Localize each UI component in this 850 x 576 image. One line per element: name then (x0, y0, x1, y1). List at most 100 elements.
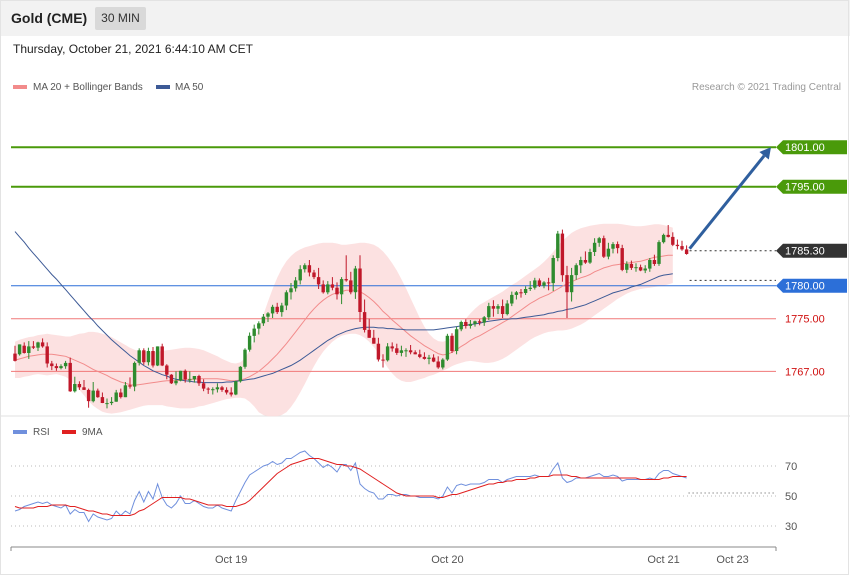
candle-body (270, 306, 275, 314)
candle-body (579, 260, 583, 266)
level-tag (776, 243, 847, 258)
candle-body (119, 392, 123, 398)
candle (671, 232, 675, 247)
candle (638, 264, 643, 272)
candle (266, 312, 270, 322)
candle-body (431, 357, 436, 362)
candle (358, 255, 362, 322)
candle-body (132, 362, 137, 387)
candle-body (418, 354, 422, 357)
candle (91, 382, 95, 403)
candle-body (528, 287, 532, 289)
time-axis-ticks: Oct 19 Oct 20 Oct 21 Oct 23 (10, 547, 777, 566)
candle-body (358, 268, 362, 312)
candle (188, 371, 192, 383)
rsi-panel: 70 50 30 (11, 450, 797, 533)
candle (252, 324, 256, 343)
candle (496, 304, 500, 314)
candle (620, 244, 624, 272)
ma50-legend-label: MA 50 (175, 82, 204, 93)
candle-body (523, 289, 528, 293)
candle-body (588, 252, 592, 263)
rsi-ma-line (14, 458, 687, 516)
candle (395, 343, 399, 355)
candle-body (661, 234, 666, 243)
candle-body (293, 280, 298, 289)
time-tick-label: Oct 23 (716, 554, 748, 566)
candle (464, 319, 468, 329)
candle (592, 238, 597, 256)
candle (468, 320, 473, 329)
candle (625, 261, 629, 274)
candle-body (312, 272, 316, 278)
candle (307, 260, 312, 277)
candle-body (344, 279, 348, 281)
candle (533, 277, 537, 290)
candle (441, 358, 445, 370)
candle-body (657, 242, 661, 264)
candle (648, 258, 652, 272)
candle-body (666, 234, 670, 237)
candle-body (63, 362, 68, 367)
candle-body (73, 384, 77, 392)
candle-body (459, 322, 463, 330)
level-label: 1801.00 (785, 142, 825, 154)
candle (335, 282, 339, 300)
time-tick-label: Oct 19 (215, 554, 247, 566)
candle-body (96, 390, 100, 398)
candle-body (546, 282, 551, 284)
candle-body (602, 238, 606, 257)
candle (45, 342, 49, 368)
candle-body (505, 303, 509, 315)
bollinger-band-fill (15, 223, 673, 417)
candle-body (197, 376, 201, 384)
timeframe-button[interactable]: 30 MIN (95, 7, 146, 30)
candle (579, 256, 583, 274)
candle (270, 304, 275, 318)
candle-body (335, 287, 339, 295)
candle (675, 239, 680, 250)
candle-body (50, 363, 54, 367)
candle (86, 388, 91, 408)
candle (40, 338, 45, 348)
candle (519, 289, 523, 298)
candle (192, 376, 197, 383)
candle (666, 225, 670, 238)
candle (257, 321, 261, 335)
candle-body (123, 385, 128, 398)
candle-body (684, 249, 689, 254)
candle-body (491, 306, 496, 309)
candle (220, 385, 224, 392)
candle-body (611, 244, 615, 249)
candle (82, 380, 86, 390)
candle-body (91, 390, 95, 402)
candle (119, 388, 123, 399)
candle (404, 348, 408, 357)
candle (63, 360, 68, 369)
candle-body (500, 306, 505, 314)
candle-body (381, 359, 385, 361)
level-label: 1780.00 (785, 281, 825, 293)
candle-body (643, 268, 647, 271)
candle-body (376, 343, 381, 360)
candle (215, 383, 220, 393)
level-label: 1795.00 (785, 182, 825, 194)
candle-body (146, 351, 151, 363)
candle (27, 341, 31, 359)
candle (643, 265, 647, 274)
candle (312, 269, 316, 280)
candle (229, 387, 233, 397)
candle (165, 364, 169, 380)
candle-body (201, 383, 206, 389)
ma20-legend-label: MA 20 + Bollinger Bands (33, 82, 143, 93)
candle (652, 254, 657, 266)
candle-body (275, 306, 279, 313)
candle-body (399, 350, 404, 353)
candle (367, 318, 371, 338)
candle-body (569, 275, 574, 293)
candle-body (178, 370, 183, 381)
candle-body (247, 335, 252, 350)
candle-body (252, 328, 256, 336)
candle-body (629, 263, 634, 268)
